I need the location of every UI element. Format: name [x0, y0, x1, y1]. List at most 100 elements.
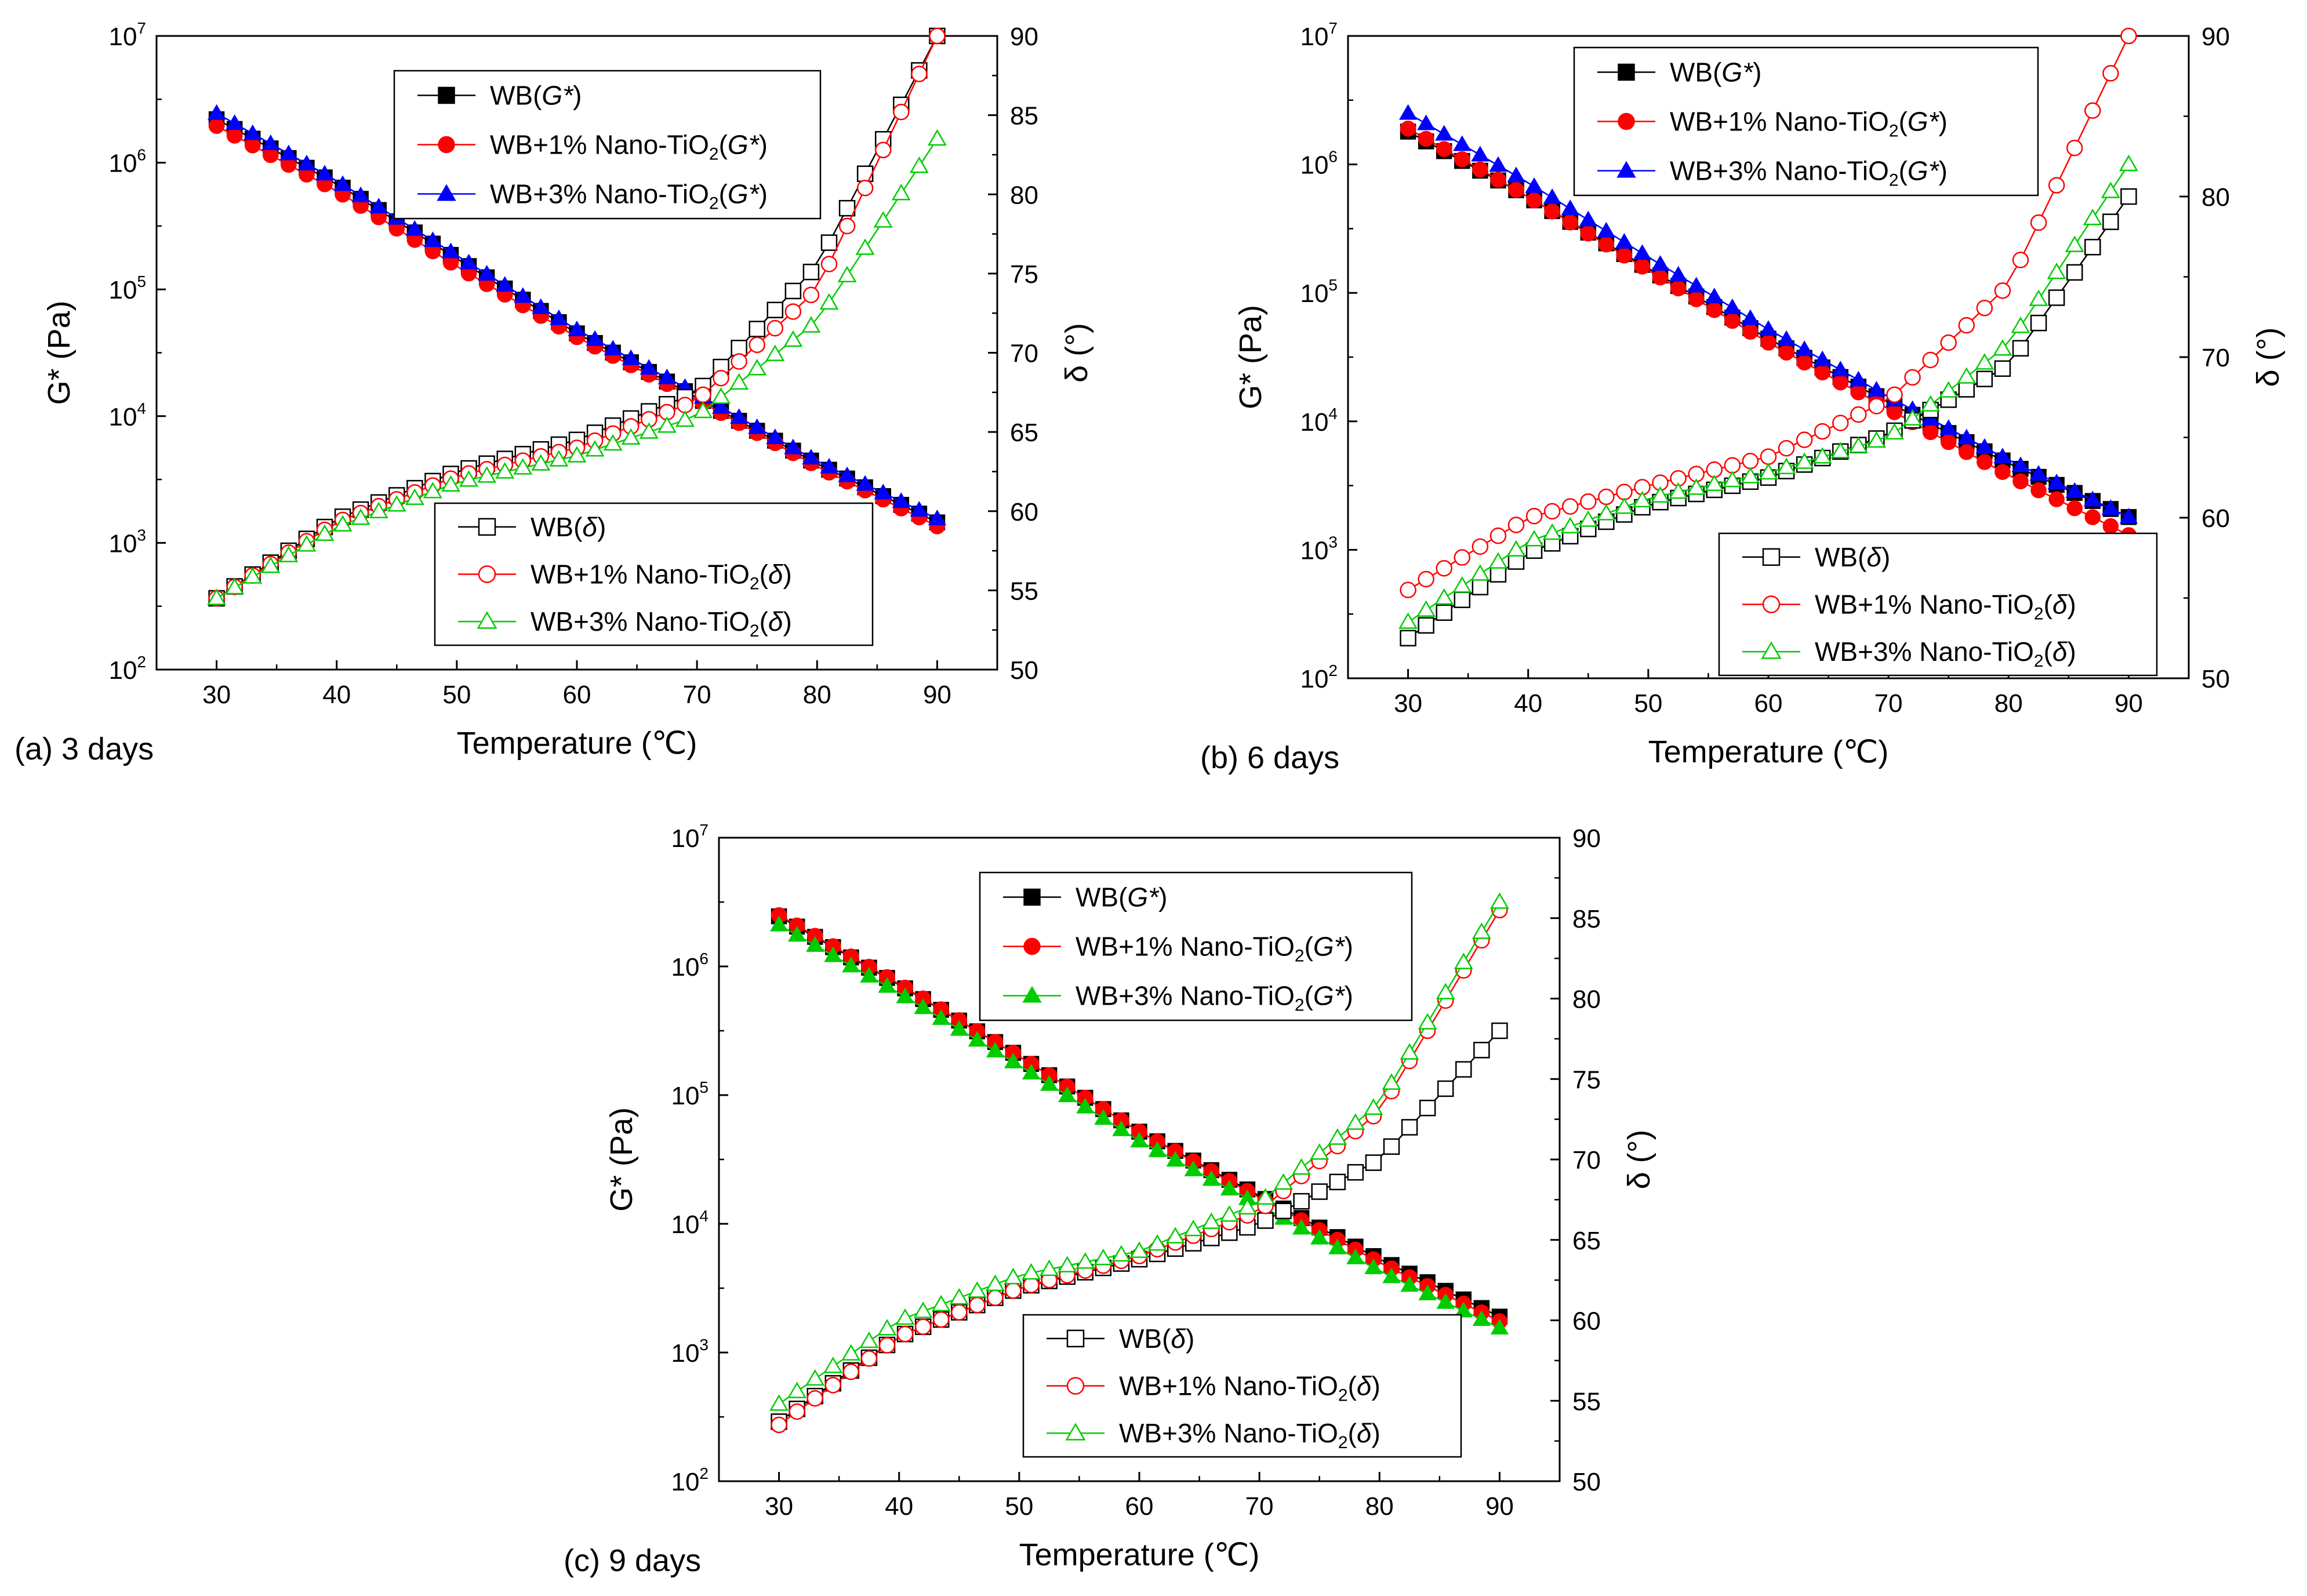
data-point: [1544, 203, 1560, 220]
data-point: [1454, 549, 1471, 566]
data-point: [1400, 1276, 1419, 1292]
data-point: [1023, 1277, 1040, 1293]
data-point: [2084, 239, 2101, 256]
x-tick-label: 40: [885, 1492, 913, 1521]
data-point: [2030, 214, 2047, 231]
data-point: [969, 1296, 986, 1314]
data-point: [1416, 600, 1436, 617]
data-point: [1436, 1293, 1455, 1309]
data-point: [1005, 1282, 1022, 1299]
data-point: [842, 957, 860, 973]
data-point: [1705, 288, 1724, 304]
data-point: [369, 501, 388, 518]
y-left-tick-label: 106: [671, 950, 709, 981]
data-point: [1436, 604, 1452, 621]
legend-marker: [1023, 888, 1041, 906]
data-point: [1832, 415, 1849, 431]
data-point: [806, 936, 824, 952]
data-point: [874, 141, 892, 158]
y-left-tick-label: 106: [108, 146, 146, 178]
data-point: [1436, 141, 1452, 157]
data-point: [1976, 370, 1993, 387]
data-point: [604, 340, 622, 356]
data-point: [1111, 1245, 1131, 1262]
data-point: [1560, 517, 1580, 534]
data-point: [243, 567, 263, 584]
legend-g-star: WB(G*) WB+1% Nano-TiO2(G*) WB+3% Nano-TiO2…: [979, 871, 1413, 1021]
data-point: [586, 330, 604, 346]
data-point: [1994, 360, 2011, 377]
y-right-tick-label: 80: [1572, 986, 1601, 1014]
data-point: [1633, 490, 1652, 508]
data-point: [1435, 125, 1454, 141]
data-point: [1507, 517, 1525, 533]
legend-label: WB+1% Nano-TiO2(G*): [1670, 107, 1948, 141]
data-point: [730, 408, 749, 424]
y-left-tick-label: 104: [1300, 405, 1338, 437]
data-point: [1958, 317, 1975, 334]
data-point: [2029, 465, 2048, 481]
data-point: [1040, 1259, 1059, 1277]
data-point: [914, 1318, 932, 1335]
data-point: [1993, 448, 2012, 464]
y-left-tick-label: 102: [108, 653, 146, 685]
series-2: [769, 915, 1509, 1335]
data-point: [1759, 463, 1778, 480]
data-point: [1778, 439, 1795, 457]
data-point: [932, 1009, 950, 1025]
data-point: [1795, 340, 1814, 357]
data-point: [1525, 507, 1543, 525]
data-point: [911, 66, 928, 82]
data-point: [1796, 431, 1813, 448]
data-point: [405, 488, 424, 505]
y-left-tick-label: 104: [108, 399, 146, 431]
data-point: [1382, 1267, 1401, 1284]
data-point: [1292, 1158, 1311, 1175]
data-point: [893, 103, 910, 121]
data-point: [1994, 282, 2011, 299]
data-point: [2029, 289, 2048, 306]
data-point: [1328, 1238, 1347, 1255]
y-right-tick-label: 85: [1572, 905, 1601, 933]
data-point: [1561, 199, 1579, 216]
data-point: [1885, 423, 1904, 440]
data-point: [1614, 497, 1634, 514]
data-point: [824, 1376, 842, 1394]
data-point: [1418, 1013, 1437, 1030]
data-point: [931, 1295, 951, 1311]
data-point: [1147, 1234, 1167, 1251]
y-right-tick-label: 60: [1010, 498, 1038, 526]
data-point: [1687, 478, 1706, 495]
data-point: [459, 253, 478, 270]
data-point: [496, 276, 514, 292]
data-point: [2101, 499, 2120, 515]
data-point: [1706, 302, 1723, 318]
y-left-axis-title: G* (Pa): [42, 300, 77, 405]
x-tick-label: 50: [1634, 689, 1662, 718]
data-point: [1489, 892, 1509, 909]
data-point: [423, 482, 442, 499]
data-point: [838, 199, 856, 217]
data-point: [1958, 381, 1975, 398]
data-point: [913, 1301, 933, 1318]
data-point: [1542, 523, 1562, 540]
data-point: [1489, 566, 1507, 583]
data-point: [657, 416, 677, 433]
x-tick-label: 70: [1874, 689, 1903, 718]
data-point: [749, 321, 765, 337]
data-point: [877, 1319, 897, 1336]
data-point: [1759, 320, 1778, 336]
legend-label: WB+1% Nano-TiO2(G*): [490, 130, 768, 164]
y-right-tick-label: 75: [1572, 1066, 1601, 1094]
x-tick-label: 90: [2115, 689, 2143, 718]
data-point: [2048, 491, 2065, 507]
data-point: [784, 303, 802, 320]
data-point: [2048, 177, 2065, 194]
x-tick-label: 30: [202, 681, 231, 709]
data-point: [1814, 423, 1831, 440]
data-point: [1058, 1086, 1077, 1103]
data-point: [1831, 361, 1850, 377]
data-point: [2066, 139, 2083, 157]
data-point: [441, 475, 460, 492]
data-point: [1526, 192, 1542, 209]
